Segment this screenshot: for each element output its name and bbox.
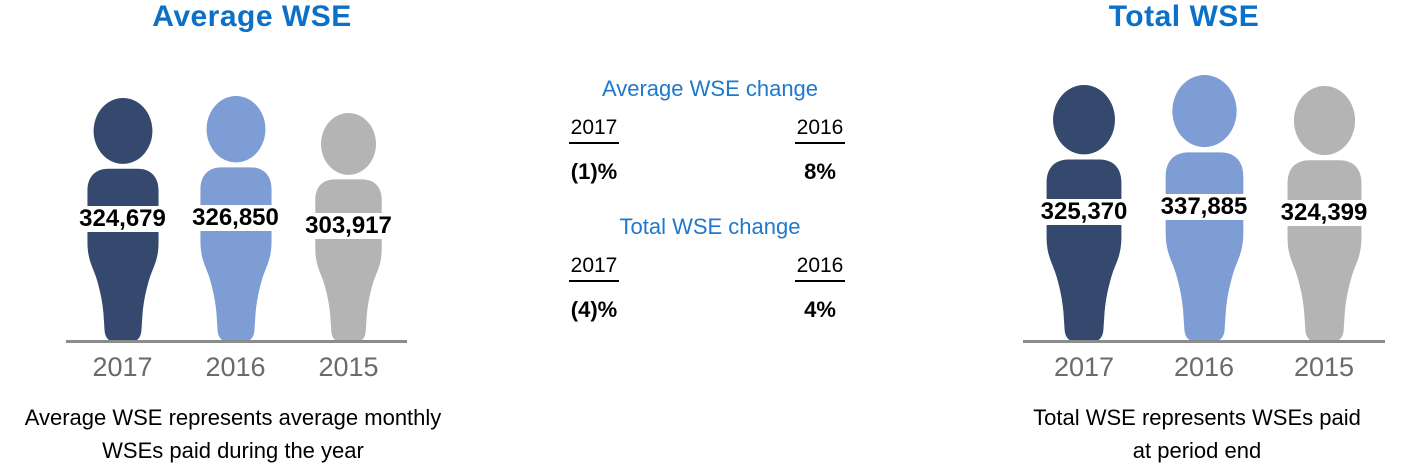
total-wse-figures: 325,370 337,885 324,399 (1024, 75, 1384, 342)
wse-change-panel: Average WSE change 2017 (1)% 2016 8% Tot… (470, 0, 950, 472)
year-label: 2016 (205, 352, 266, 382)
average-wse-plot: 324,679 326,850 303,917 (0, 0, 480, 343)
total-wse-change-heading: Total WSE change (619, 214, 801, 239)
average-wse-title: Average WSE (152, 0, 352, 33)
total-wse-change-section: Total WSE change 2017 (4)% 2016 4% (470, 214, 950, 344)
average-wse-caption: Average WSE represents average monthly W… (0, 401, 466, 467)
average-wse-change-heading: Average WSE change (601, 76, 819, 101)
average-wse-figures: 324,679 326,850 303,917 (66, 96, 405, 342)
value-label: 325,370 (1037, 199, 1131, 225)
person-figure: 324,679 (66, 98, 179, 342)
total-wse-year-labels: 2017 2016 2015 (1024, 352, 1384, 382)
person-figure: 325,370 (1024, 85, 1144, 342)
change-year-header: 2017 (568, 116, 620, 144)
person-figure: 303,917 (292, 113, 405, 342)
average-wse-chart: Average WSE 324,679 326,850 303,917 2017 20… (0, 0, 480, 472)
change-value: (4)% (570, 297, 618, 322)
person-figure: 324,399 (1264, 86, 1384, 342)
change-column-2016: 2016 4% (760, 254, 880, 323)
year-label: 2015 (1293, 352, 1355, 382)
change-column-2017: 2017 (1)% (534, 116, 654, 185)
caption-line: Total WSE represents WSEs paid (1033, 405, 1361, 430)
value-label: 324,399 (1277, 200, 1371, 226)
change-value: (1)% (570, 159, 618, 184)
person-figure: 326,850 (179, 96, 292, 342)
value-label: 337,885 (1157, 194, 1251, 220)
person-figure: 337,885 (1144, 75, 1264, 342)
value-label: 326,850 (189, 205, 282, 231)
change-column-2016: 2016 8% (760, 116, 880, 185)
change-column-2017: 2017 (4)% (534, 254, 654, 323)
average-wse-baseline (66, 340, 407, 343)
year-label: 2017 (1053, 352, 1115, 382)
change-value: 4% (804, 297, 836, 322)
year-label: 2016 (1173, 352, 1235, 382)
year-label: 2017 (92, 352, 153, 382)
total-wse-plot: 325,370 337,885 324,399 (979, 0, 1415, 343)
caption-line: WSEs paid during the year (102, 438, 364, 463)
change-year-header: 2016 (794, 116, 846, 144)
caption-line: at period end (1132, 438, 1262, 463)
caption-line: Average WSE represents average monthly (24, 405, 442, 430)
total-wse-baseline (1023, 340, 1385, 343)
total-wse-caption: Total WSE represents WSEs paid at period… (979, 401, 1415, 467)
average-wse-year-labels: 2017 2016 2015 (66, 352, 405, 382)
average-wse-change-section: Average WSE change 2017 (1)% 2016 8% (470, 76, 950, 206)
total-wse-chart: Total WSE 325,370 337,885 324,399 2017 2016… (979, 0, 1415, 472)
total-wse-title: Total WSE (1108, 0, 1260, 33)
value-label: 303,917 (302, 213, 395, 239)
change-year-header: 2016 (794, 254, 846, 282)
value-label: 324,679 (76, 206, 169, 232)
change-year-header: 2017 (568, 254, 620, 282)
year-label: 2015 (318, 352, 379, 382)
change-value: 8% (804, 159, 836, 184)
